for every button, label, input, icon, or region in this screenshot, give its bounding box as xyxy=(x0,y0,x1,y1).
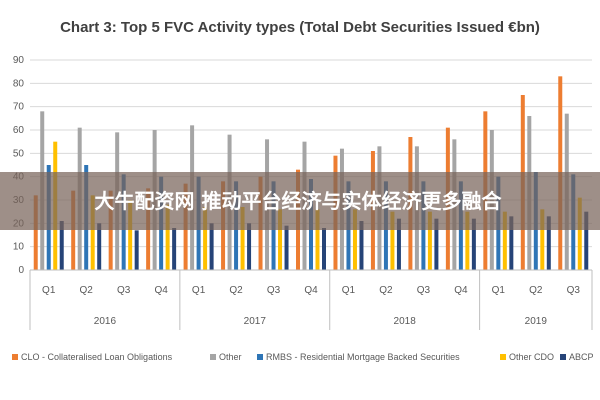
x-tick-label: Q2 xyxy=(80,285,94,296)
legend-swatch xyxy=(500,354,506,360)
y-tick-label: 10 xyxy=(13,242,25,253)
legend: CLO - Collateralised Loan Obligations Oth… xyxy=(12,352,594,362)
bar xyxy=(390,211,395,270)
chart-title: Chart 3: Top 5 FVC Activity types (Total… xyxy=(60,19,540,36)
bar xyxy=(59,221,64,270)
y-tick-label: 90 xyxy=(13,55,25,66)
x-tick-label: Q1 xyxy=(492,285,506,296)
bar xyxy=(278,209,283,270)
bar xyxy=(128,200,133,270)
bar xyxy=(427,211,432,270)
bar xyxy=(396,218,401,270)
bar xyxy=(352,209,357,270)
bar xyxy=(165,204,170,270)
bar xyxy=(509,216,514,270)
x-tick-label: Q1 xyxy=(42,285,56,296)
bar xyxy=(33,195,38,270)
bar xyxy=(471,218,476,270)
x-tick-label: Q4 xyxy=(304,285,318,296)
x-tick-label: Q1 xyxy=(192,285,206,296)
bar xyxy=(209,223,214,270)
x-tick-label: Q2 xyxy=(379,285,393,296)
legend-label: Other CDO xyxy=(509,352,554,362)
bar xyxy=(97,223,102,270)
watermark-banner: 大牛配资网 推动平台经济与实体经济更多融合 xyxy=(0,172,600,230)
bar xyxy=(203,207,208,270)
bar xyxy=(71,190,76,270)
x-tick-label: Q1 xyxy=(342,285,356,296)
legend-swatch xyxy=(12,354,18,360)
x-tick-label: Q4 xyxy=(154,285,168,296)
y-axis-ticks: 0102030405060708090 xyxy=(13,55,25,276)
legend-swatch xyxy=(210,354,216,360)
y-tick-label: 60 xyxy=(13,125,25,136)
legend-swatch xyxy=(257,354,263,360)
bar xyxy=(134,230,139,270)
bar xyxy=(108,190,113,270)
bar xyxy=(546,216,551,270)
x-tick-label: Q3 xyxy=(567,285,581,296)
year-labels: 2016 2017 2018 2019 xyxy=(29,270,593,330)
year-label: 2019 xyxy=(525,316,548,327)
bar xyxy=(577,197,582,270)
year-label: 2017 xyxy=(244,316,267,327)
legend-label: Other xyxy=(219,352,242,362)
x-tick-label: Q3 xyxy=(117,285,131,296)
x-tick-label: Q2 xyxy=(529,285,543,296)
bar xyxy=(172,228,177,270)
bar xyxy=(502,211,507,270)
bar xyxy=(540,209,545,270)
bar xyxy=(322,228,326,270)
y-tick-label: 0 xyxy=(18,265,24,276)
bar xyxy=(315,209,320,270)
x-axis-ticks: Q1 Q2 Q3 Q4 Q1 Q2 Q3 Q4 Q1 Q2 Q3 Q4 Q1 Q2 Q3 xyxy=(30,269,592,296)
legend-label: RMBS - Residential Mortgage Backed Secur… xyxy=(266,352,460,362)
bar xyxy=(247,223,252,270)
watermark-text: 大牛配资网 推动平台经济与实体经济更多融合 xyxy=(95,189,503,213)
bar xyxy=(90,195,95,270)
legend-swatch xyxy=(560,354,566,360)
bar xyxy=(584,211,589,270)
bar xyxy=(359,221,364,270)
y-tick-label: 70 xyxy=(13,102,25,113)
bar xyxy=(284,225,289,270)
x-tick-label: Q3 xyxy=(417,285,431,296)
bar xyxy=(434,218,439,270)
legend-label: CLO - Collateralised Loan Obligations xyxy=(21,352,173,362)
legend-label: ABCP xyxy=(569,352,594,362)
y-tick-label: 80 xyxy=(13,78,25,89)
x-tick-label: Q3 xyxy=(267,285,281,296)
year-label: 2016 xyxy=(94,316,117,327)
watermark-background xyxy=(0,172,600,230)
year-label: 2018 xyxy=(394,316,417,327)
bar xyxy=(465,211,470,270)
x-tick-label: Q4 xyxy=(454,285,468,296)
y-tick-label: 50 xyxy=(13,148,25,159)
x-tick-label: Q2 xyxy=(229,285,243,296)
bar xyxy=(240,207,245,270)
